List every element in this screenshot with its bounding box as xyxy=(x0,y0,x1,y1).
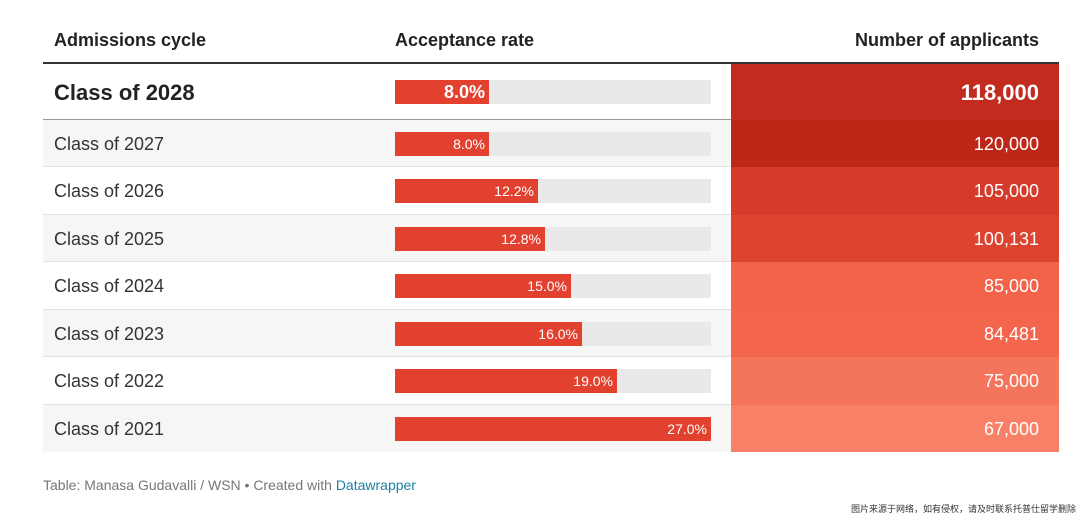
watermark-text: 图片来源于网络，如有侵权，请及时联系托普仕留学删除 xyxy=(850,504,1076,514)
table-row: Class of 2024 15.0% xyxy=(43,262,731,310)
applicants-value: 105,000 xyxy=(973,181,1039,201)
rate-bar-track: 8.0% xyxy=(395,80,711,104)
applicants-value: 85,000 xyxy=(983,276,1039,296)
row-divider xyxy=(43,261,731,262)
header-divider xyxy=(43,62,1059,64)
row-divider xyxy=(43,356,731,357)
rate-bar xyxy=(395,369,617,393)
rate-bar-track: 8.0% xyxy=(395,132,711,156)
applicants-value: 84,481 xyxy=(983,324,1039,344)
table-row: Class of 2028 8.0% xyxy=(43,64,731,120)
table-row: Class of 2023 16.0% xyxy=(43,310,731,357)
applicants-value: 100,131 xyxy=(973,229,1039,249)
applicants-cell: 105,000 xyxy=(731,167,1059,215)
rate-bar-track: 12.8% xyxy=(395,227,711,251)
applicants-value: 120,000 xyxy=(973,134,1039,154)
applicants-cell: 75,000 xyxy=(731,357,1059,405)
applicants-cell: 84,481 xyxy=(731,310,1059,357)
applicants-cell: 118,000 xyxy=(731,64,1059,120)
rate-label: 8.0% xyxy=(443,82,485,102)
rate-label: 12.2% xyxy=(494,183,534,199)
table-header-rate: Acceptance rate xyxy=(395,30,535,50)
table-header-cycle: Admissions cycle xyxy=(54,30,207,50)
rate-bar xyxy=(395,227,545,251)
row-divider xyxy=(43,309,731,310)
applicants-value: 75,000 xyxy=(983,371,1039,391)
rate-label: 15.0% xyxy=(527,278,567,294)
rate-bar xyxy=(395,417,711,441)
rate-bar-track: 16.0% xyxy=(395,322,711,346)
rate-bar xyxy=(395,132,489,156)
applicants-value: 67,000 xyxy=(983,419,1039,439)
rate-bar-track: 12.2% xyxy=(395,179,711,203)
table-header-applicants: Number of applicants xyxy=(854,30,1039,50)
rate-bar xyxy=(395,322,582,346)
rate-label: 16.0% xyxy=(538,326,578,342)
cycle-label: Class of 2021 xyxy=(54,419,165,439)
cycle-label: Class of 2028 xyxy=(54,80,195,105)
applicants-value: 118,000 xyxy=(960,80,1039,105)
rate-bar-track: 27.0% xyxy=(395,417,711,441)
table-row: Class of 2026 12.2% xyxy=(43,167,731,215)
datawrapper-link[interactable]: Datawrapper xyxy=(335,477,416,493)
row-divider xyxy=(43,166,731,167)
table-row: Class of 2022 19.0% xyxy=(43,357,731,405)
table-row: Class of 2021 27.0% xyxy=(43,405,731,452)
cycle-label: Class of 2027 xyxy=(54,134,165,154)
applicants-cell: 67,000 xyxy=(731,405,1059,452)
applicants-cell: 100,131 xyxy=(731,215,1059,262)
row-divider xyxy=(43,214,731,215)
cycle-label: Class of 2025 xyxy=(54,229,165,249)
rate-bar-track: 19.0% xyxy=(395,369,711,393)
rate-label: 12.8% xyxy=(501,231,541,247)
cycle-label: Class of 2023 xyxy=(54,324,165,344)
rate-bar-track: 15.0% xyxy=(395,274,711,298)
rate-label: 8.0% xyxy=(453,136,485,152)
table-row: Class of 2025 12.8% xyxy=(43,215,731,262)
rate-bar xyxy=(395,80,489,104)
rate-bar xyxy=(395,274,571,298)
applicants-cell: 120,000 xyxy=(731,120,1059,167)
footer-source: Table: Manasa Gudavalli / WSN • Created … xyxy=(43,477,336,493)
cycle-label: Class of 2022 xyxy=(54,371,165,391)
footer-credit: Table: Manasa Gudavalli / WSN • Created … xyxy=(43,477,416,493)
rate-label: 27.0% xyxy=(667,421,707,437)
rate-label: 19.0% xyxy=(573,373,613,389)
rate-bar xyxy=(395,179,538,203)
cycle-label: Class of 2024 xyxy=(54,276,165,296)
table-row: Class of 2027 8.0% xyxy=(43,120,731,167)
row-divider xyxy=(43,119,731,120)
row-divider xyxy=(43,404,731,405)
cycle-label: Class of 2026 xyxy=(54,181,165,201)
applicants-cell: 85,000 xyxy=(731,262,1059,310)
